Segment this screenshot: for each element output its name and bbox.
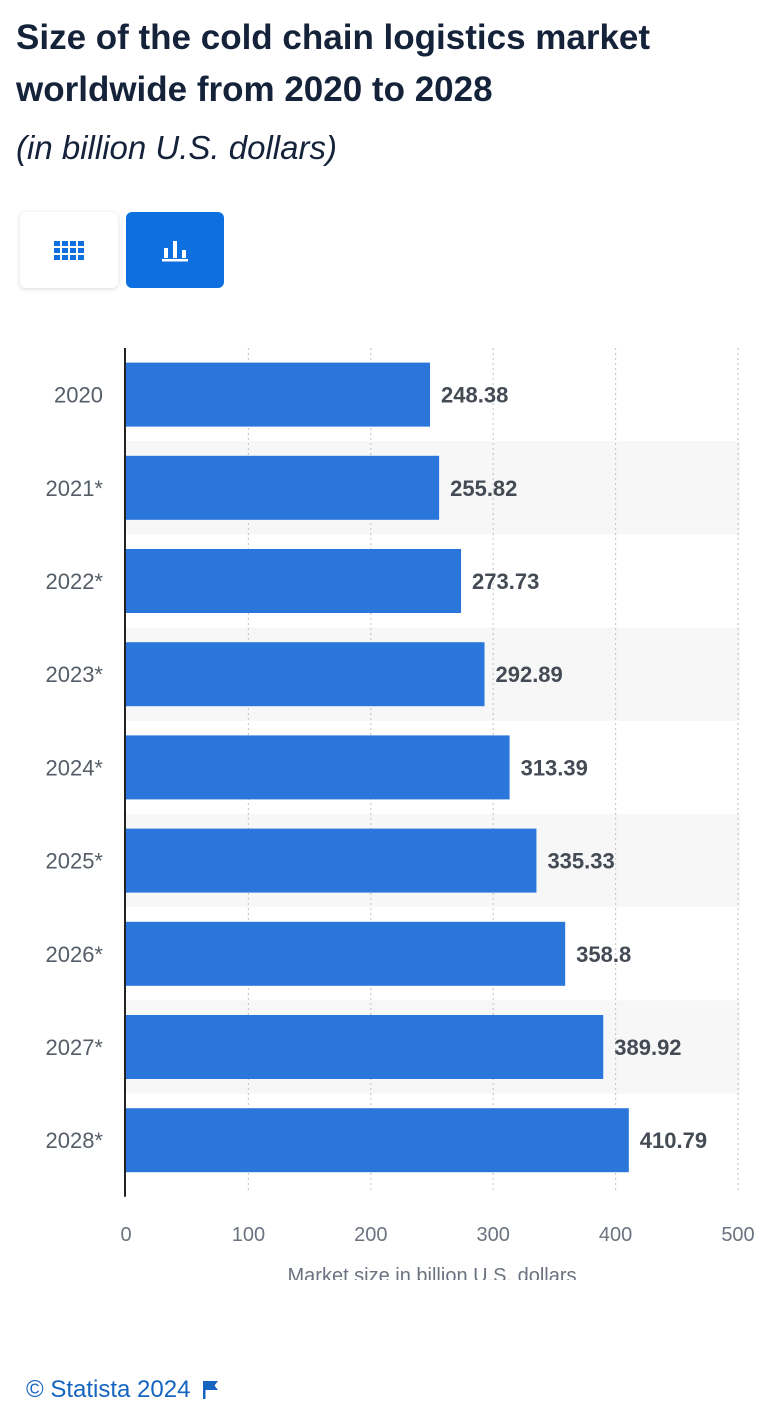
bar-chart: 2020 248.38 2021* 255.82 2022* 273.73 2023* 292… (45, 348, 755, 1280)
bar-chart-icon (162, 241, 188, 262)
chart-subtitle: (in billion U.S. dollars) (16, 129, 337, 166)
chart-view-button[interactable] (126, 212, 224, 288)
x-axis-label: Market size in billion U.S. dollars (288, 1265, 577, 1280)
x-tick-label: 0 (120, 1224, 131, 1246)
category-label: 2020 (54, 383, 103, 408)
category-label: 2025* (45, 849, 103, 874)
category-label: 2028* (45, 1128, 103, 1153)
value-label: 292.89 (495, 662, 562, 687)
x-tick-label: 300 (477, 1224, 510, 1246)
copyright-text: © Statista 2024 (26, 1376, 191, 1403)
chart-title: Size of the cold chain logistics market … (16, 18, 651, 109)
value-label: 410.79 (640, 1128, 707, 1153)
bar (126, 1108, 629, 1173)
value-label: 358.8 (576, 942, 631, 967)
category-label: 2024* (45, 755, 103, 780)
value-label: 335.33 (547, 849, 614, 874)
bar (126, 362, 431, 427)
bar (126, 735, 510, 800)
table-grid-icon (54, 240, 84, 260)
value-label: 248.38 (441, 383, 508, 408)
bar (126, 455, 440, 520)
bar (126, 921, 566, 986)
value-label: 255.82 (450, 476, 517, 501)
x-tick-label: 100 (232, 1224, 265, 1246)
value-label: 273.73 (472, 569, 539, 594)
x-tick-label: 200 (354, 1224, 387, 1246)
category-label: 2021* (45, 476, 103, 501)
value-label: 389.92 (614, 1035, 681, 1060)
category-label: 2023* (45, 662, 103, 687)
category-label: 2022* (45, 569, 103, 594)
bar (126, 642, 485, 707)
bar (126, 828, 537, 893)
value-label: 313.39 (521, 755, 588, 780)
flag-icon[interactable] (202, 1380, 220, 1400)
x-tick-label: 500 (721, 1224, 754, 1246)
footer: © Statista 2024 (26, 1376, 220, 1404)
bar (126, 549, 462, 613)
bar (126, 1015, 604, 1079)
category-label: 2027* (45, 1035, 103, 1060)
table-view-button[interactable] (20, 212, 118, 288)
category-label: 2026* (45, 942, 103, 967)
x-tick-label: 400 (599, 1224, 632, 1246)
